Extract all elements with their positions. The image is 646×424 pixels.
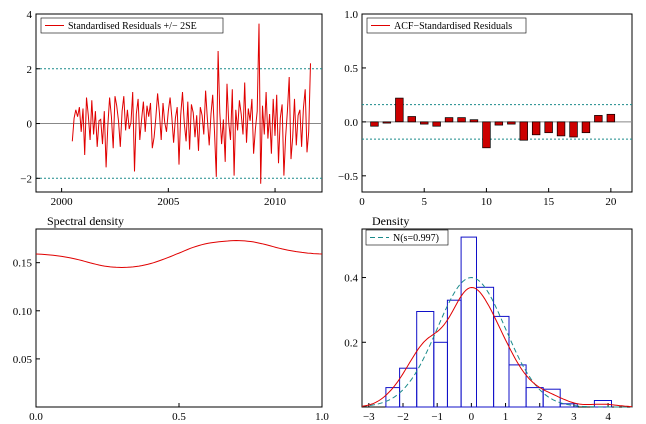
normal-density-curve [361, 276, 632, 408]
histogram-bar [416, 311, 435, 408]
x-tick-label: 10 [481, 196, 493, 208]
x-tick-label: 1 [503, 411, 509, 423]
residuals-legend-label: Standardised Residuals +/− 2SE [68, 21, 197, 32]
acf-legend-box [366, 17, 527, 34]
spectral-frame [35, 228, 323, 408]
y-tick-label: 4 [27, 9, 33, 21]
acf-bar [482, 121, 491, 149]
y-tick-label: 0.5 [344, 63, 358, 75]
histogram-bar [433, 341, 448, 408]
acf-bar [556, 121, 566, 137]
histogram-bar [559, 403, 578, 408]
x-tick-label: 5 [421, 196, 427, 208]
density-legend-label: N(s=0.997) [393, 233, 439, 244]
acf-bar [444, 117, 454, 123]
acf-bar [581, 121, 591, 134]
x-tick-label: 0 [359, 196, 365, 208]
acf-bar [370, 121, 379, 127]
acf-bar [432, 121, 441, 127]
spectral-title: Spectral density [47, 214, 124, 228]
x-tick-label: −2 [397, 411, 409, 423]
x-tick-label: 4 [605, 411, 611, 423]
acf-bar [494, 121, 504, 126]
acf-bar [395, 97, 404, 123]
y-tick-label: 0.2 [344, 337, 358, 349]
density-legend: N(s=0.997) [365, 229, 449, 246]
acf-bar [519, 121, 528, 141]
x-tick-label: 3 [571, 411, 577, 423]
density-title: Density [372, 214, 409, 228]
spectral-density-line [35, 239, 323, 269]
acf-bar [531, 121, 541, 136]
histogram-bar [542, 388, 561, 408]
acf-bar [457, 117, 466, 123]
y-tick-label: 0.15 [13, 258, 33, 270]
y-tick-label: −2 [20, 173, 32, 185]
acf-frame [361, 13, 633, 193]
acf-bar [420, 121, 429, 125]
residual-series-line [71, 23, 311, 184]
density-panel: Density −3 −2 −1 0 1 2 3 4 0.2 0.4 N(s=0.997) [344, 214, 633, 423]
y-tick-label: 1.0 [344, 9, 358, 21]
residuals-legend: Standardised Residuals +/− 2SE [40, 17, 224, 34]
kernel-density-curve [361, 286, 632, 408]
x-tick-label: 0.5 [172, 411, 186, 423]
y-tick-label: −0.5 [338, 171, 358, 183]
x-tick-label: 1.0 [315, 411, 329, 423]
acf-legend-label: ACF−Standardised Residuals [394, 21, 512, 32]
x-tick-label: 2 [537, 411, 543, 423]
y-tick-label: 0.05 [13, 354, 33, 366]
x-tick-label: 0.0 [29, 411, 43, 423]
residuals-frame [35, 13, 323, 193]
x-tick-label: 15 [543, 196, 555, 208]
x-tick-label: 2005 [157, 196, 180, 208]
density-legend-box [365, 229, 449, 246]
y-tick-label: 2 [27, 64, 33, 76]
histogram-bar [493, 315, 510, 408]
x-tick-label: 20 [605, 196, 617, 208]
y-tick-label: 0.4 [344, 273, 358, 285]
acf-bar [569, 121, 578, 138]
residuals-panel: 2000 2005 2010 −2 0 2 4 Standardised Residuals… [20, 9, 323, 208]
acf-bar [544, 121, 553, 134]
y-tick-label: 0.0 [344, 117, 358, 129]
acf-bar [594, 115, 603, 123]
acf-bar [469, 119, 479, 123]
x-tick-label: 2010 [264, 196, 287, 208]
acf-legend: ACF−Standardised Residuals [366, 17, 527, 34]
spectral-panel: Spectral density 0.0 0.5 1.0 0.05 0.10 0.15 [13, 214, 330, 423]
acf-bar [606, 113, 616, 123]
density-frame [361, 228, 633, 408]
x-tick-label: 2000 [51, 196, 74, 208]
acf-bar [407, 116, 416, 123]
residuals-legend-box [40, 17, 224, 34]
x-tick-label: −1 [431, 411, 443, 423]
histogram-bar [508, 364, 527, 408]
acf-bar [507, 121, 516, 125]
histogram-bar [476, 286, 495, 408]
histogram-bar [460, 236, 478, 408]
x-tick-label: −3 [363, 411, 375, 423]
histogram-bar [385, 387, 401, 408]
y-tick-label: 0.10 [13, 306, 33, 318]
x-tick-label: 0 [469, 411, 475, 423]
histogram-bar [399, 367, 418, 408]
acf-panel: 0 5 10 15 20 1.0 0.5 0.0 −0.5 ACF−Standardised R… [338, 9, 633, 208]
y-tick-label: 0 [27, 119, 33, 131]
acf-bar [382, 121, 392, 124]
